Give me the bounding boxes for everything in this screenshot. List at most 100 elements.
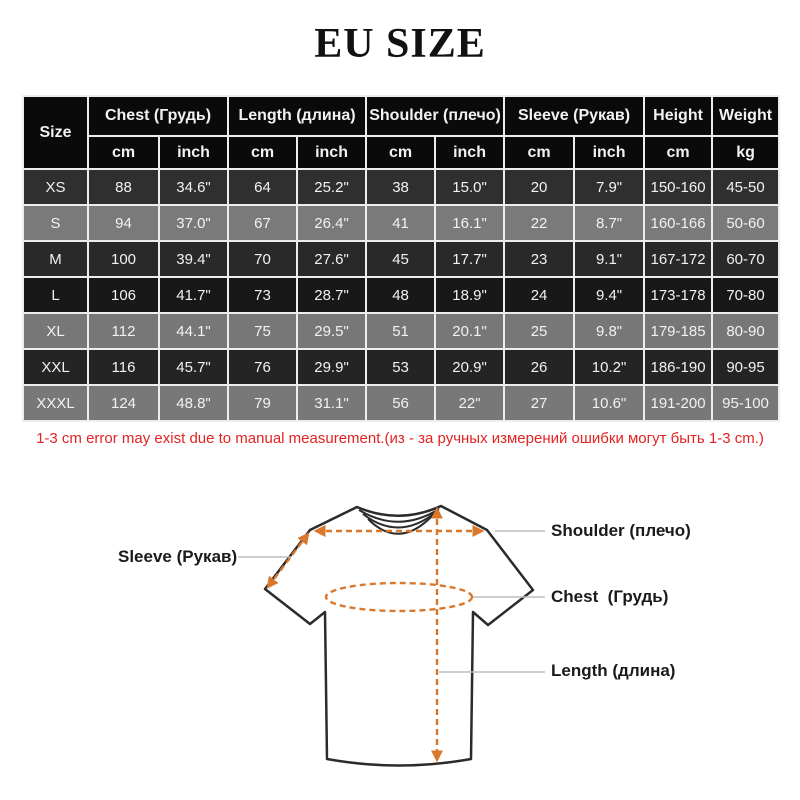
value-cell: 100: [87, 240, 160, 278]
value-cell: 39.4": [157, 240, 230, 278]
value-cell: 79: [227, 384, 299, 422]
table-row: XXXL 124 48.8" 79 31.1" 56 22" 27 10.6" 191-200 95…: [22, 384, 781, 422]
unit-header: inch: [157, 135, 230, 170]
measurement-note: 1-3 cm error may exist due to manual mea…: [36, 430, 764, 447]
value-cell: 20.1": [434, 312, 506, 350]
size-table: Size Chest (Грудь) Length (длина) Should…: [22, 95, 781, 422]
size-cell: XXL: [22, 348, 89, 386]
size-cell: M: [22, 240, 89, 278]
value-cell: 186-190: [643, 348, 714, 386]
value-cell: 95-100: [711, 384, 781, 422]
value-cell: 106: [87, 276, 160, 314]
value-cell: 70-80: [711, 276, 781, 314]
value-cell: 23: [503, 240, 576, 278]
sleeve-label: Sleeve (Рукав): [118, 547, 238, 566]
size-cell: XXXL: [22, 384, 89, 422]
value-cell: 15.0": [434, 168, 506, 206]
value-cell: 7.9": [573, 168, 646, 206]
col-header-shoulder: Shoulder (плечо): [365, 95, 506, 137]
value-cell: 56: [365, 384, 437, 422]
value-cell: 53: [365, 348, 437, 386]
value-cell: 20.9": [434, 348, 506, 386]
shoulder-label: Shoulder (плечо): [551, 521, 691, 540]
value-cell: 9.4": [573, 276, 646, 314]
value-cell: 90-95: [711, 348, 781, 386]
value-cell: 37.0": [157, 204, 230, 242]
unit-header: inch: [573, 135, 646, 170]
value-cell: 48.8": [157, 384, 230, 422]
value-cell: 48: [365, 276, 437, 314]
col-header-height: Height: [643, 95, 714, 137]
value-cell: 80-90: [711, 312, 781, 350]
value-cell: 25.2": [296, 168, 368, 206]
value-cell: 94: [87, 204, 160, 242]
value-cell: 26: [503, 348, 576, 386]
col-header-size: Size: [22, 95, 89, 170]
value-cell: 67: [227, 204, 299, 242]
value-cell: 70: [227, 240, 299, 278]
unit-header: cm: [87, 135, 160, 170]
table-row: L 106 41.7" 73 28.7" 48 18.9" 24 9.4" 173-178 70-8…: [22, 276, 781, 314]
value-cell: 26.4": [296, 204, 368, 242]
value-cell: 167-172: [643, 240, 714, 278]
length-label: Length (длина): [551, 661, 676, 680]
tshirt-outline: [263, 504, 535, 767]
value-cell: 9.1": [573, 240, 646, 278]
table-row: M 100 39.4" 70 27.6" 45 17.7" 23 9.1" 167-172 60-7…: [22, 240, 781, 278]
col-header-sleeve: Sleeve (Рукав): [503, 95, 646, 137]
table-row: XXL 116 45.7" 76 29.9" 53 20.9" 26 10.2" 186-190 9…: [22, 348, 781, 386]
value-cell: 34.6": [157, 168, 230, 206]
value-cell: 116: [87, 348, 160, 386]
col-header-chest: Chest (Грудь): [86, 95, 230, 137]
chest-label: Chest (Грудь): [551, 587, 669, 606]
value-cell: 31.1": [296, 384, 368, 422]
chest-measure-ellipse: [324, 581, 474, 613]
value-cell: 27: [503, 384, 576, 422]
value-cell: 25: [503, 312, 576, 350]
value-cell: 88: [87, 168, 160, 206]
value-cell: 24: [503, 276, 576, 314]
value-cell: 28.7": [296, 276, 368, 314]
value-cell: 112: [87, 312, 160, 350]
value-cell: 22": [434, 384, 506, 422]
unit-header: cm: [365, 135, 437, 170]
sleeve-measure-line: [266, 532, 310, 589]
col-header-length: Length (длина): [227, 95, 368, 137]
size-table-body: XS 88 34.6" 64 25.2" 38 15.0" 20 7.9" 150-160 45-5…: [22, 168, 781, 422]
value-cell: 191-200: [643, 384, 714, 422]
value-cell: 9.8": [573, 312, 646, 350]
value-cell: 45: [365, 240, 437, 278]
value-cell: 20: [503, 168, 576, 206]
col-header-weight: Weight: [711, 95, 781, 137]
size-cell: XS: [22, 168, 89, 206]
table-row: XL 112 44.1" 75 29.5" 51 20.1" 25 9.8" 179-185 80-…: [22, 312, 781, 350]
value-cell: 73: [227, 276, 299, 314]
value-cell: 29.5": [296, 312, 368, 350]
value-cell: 75: [227, 312, 299, 350]
table-row: S 94 37.0" 67 26.4" 41 16.1" 22 8.7" 160-166 50-60: [22, 204, 781, 242]
unit-header: cm: [227, 135, 299, 170]
value-cell: 45-50: [711, 168, 781, 206]
value-cell: 29.9": [296, 348, 368, 386]
value-cell: 18.9": [434, 276, 506, 314]
tshirt-measurement-diagram: Sleeve (Рукав) Shoulder (плечо) Chest (Г…: [0, 480, 800, 800]
size-cell: XL: [22, 312, 89, 350]
unit-header: cm: [503, 135, 576, 170]
value-cell: 64: [227, 168, 299, 206]
value-cell: 60-70: [711, 240, 781, 278]
value-cell: 10.6": [573, 384, 646, 422]
value-cell: 179-185: [643, 312, 714, 350]
value-cell: 8.7": [573, 204, 646, 242]
table-row: XS 88 34.6" 64 25.2" 38 15.0" 20 7.9" 150-160 45-5…: [22, 168, 781, 206]
value-cell: 76: [227, 348, 299, 386]
value-cell: 41.7": [157, 276, 230, 314]
value-cell: 22: [503, 204, 576, 242]
value-cell: 16.1": [434, 204, 506, 242]
value-cell: 10.2": [573, 348, 646, 386]
value-cell: 50-60: [711, 204, 781, 242]
unit-header: cm: [643, 135, 714, 170]
value-cell: 124: [87, 384, 160, 422]
value-cell: 41: [365, 204, 437, 242]
value-cell: 45.7": [157, 348, 230, 386]
size-cell: S: [22, 204, 89, 242]
